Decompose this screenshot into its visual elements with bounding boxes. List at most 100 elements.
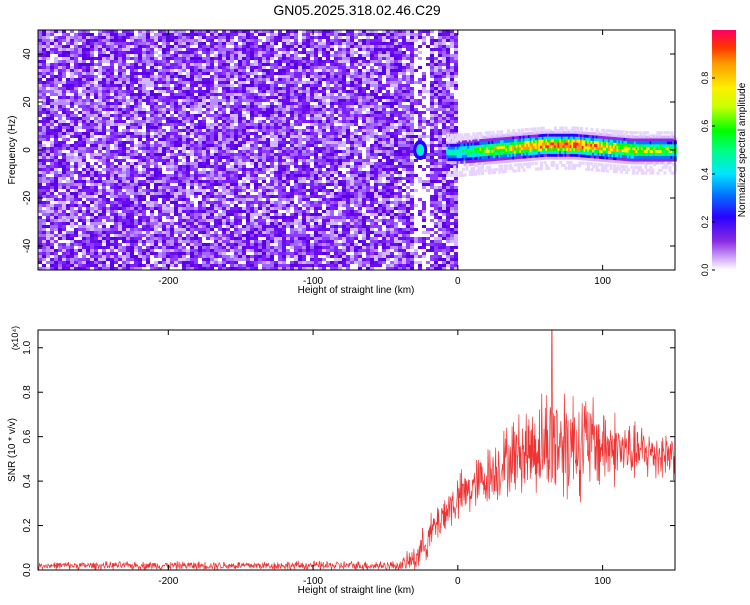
spectrogram-cell	[178, 252, 182, 255]
spectrogram-cell	[146, 258, 150, 261]
spectrogram-cell	[38, 237, 42, 240]
spectrogram-cell	[138, 135, 142, 138]
spectrogram-cell	[306, 252, 310, 255]
spectrogram-cell	[158, 210, 162, 213]
spectrogram-cell	[230, 192, 234, 195]
spectrogram-cell	[294, 192, 298, 195]
spectrogram-cell	[38, 93, 42, 96]
spectrogram-cell	[318, 138, 322, 141]
spectrogram-cell	[230, 246, 234, 249]
spectrogram-cell	[46, 180, 50, 183]
spectrogram-cell	[150, 102, 154, 105]
spectrogram-cell	[186, 138, 190, 141]
spectrogram-cell	[310, 267, 314, 270]
spectrogram-cell	[186, 144, 190, 147]
spectrogram-cell	[294, 243, 298, 246]
spectrogram-cell	[74, 162, 78, 165]
spectrogram-cell	[298, 243, 302, 246]
spectrogram-cell	[258, 48, 262, 51]
spectrogram-cell	[222, 195, 226, 198]
spectrogram-cell	[310, 93, 314, 96]
spectrogram-cell	[226, 60, 230, 63]
spectrogram-cell	[174, 195, 178, 198]
spectrogram-cell	[122, 84, 126, 87]
spectrogram-cell	[114, 102, 118, 105]
spectrogram-cell	[230, 225, 234, 228]
spectrogram-cell	[186, 195, 190, 198]
spectrogram-cell	[50, 93, 54, 96]
spectrogram-cell	[138, 120, 142, 123]
spectrogram-cell	[38, 204, 42, 207]
spectrogram-cell	[298, 240, 302, 243]
spectrogram-cell	[134, 165, 138, 168]
spectrogram-cell	[238, 51, 242, 54]
spectrogram-cell	[250, 243, 254, 246]
spectrogram-cell	[62, 153, 66, 156]
spectrogram-cell	[86, 120, 90, 123]
spectrogram-cell	[94, 222, 98, 225]
spectrogram-cell	[50, 51, 54, 54]
spectrogram-cell	[310, 219, 314, 222]
spectrogram-cell	[270, 96, 274, 99]
spectrogram-cell	[142, 78, 146, 81]
spectrogram-cell	[46, 195, 50, 198]
spectrogram-cell	[318, 207, 322, 210]
spectrogram-cell	[66, 51, 70, 54]
spectrogram-cell	[126, 87, 130, 90]
spectrogram-cell	[90, 183, 94, 186]
spectrogram-cell	[102, 99, 106, 102]
spectrogram-cell	[254, 162, 258, 165]
spectrogram-cell	[246, 261, 250, 264]
spectrogram-cell	[110, 30, 114, 33]
spectrogram-cell	[82, 189, 86, 192]
spectrogram-cell	[58, 162, 62, 165]
spectrogram-cell	[198, 159, 202, 162]
spectrogram-cell	[126, 186, 130, 189]
spectrogram-cell	[314, 144, 318, 147]
spectrogram-cell	[282, 33, 286, 36]
spectrogram-cell	[126, 147, 130, 150]
spectrogram-cell	[146, 93, 150, 96]
spectrogram-cell	[262, 84, 266, 87]
spectrogram-cell	[246, 177, 250, 180]
spectrogram-cell	[294, 183, 298, 186]
spectrogram-cell	[194, 63, 198, 66]
spectrogram-cell	[162, 141, 166, 144]
spectrogram-cell	[266, 141, 270, 144]
spectrogram-cell	[42, 165, 46, 168]
spectrogram-cell	[186, 117, 190, 120]
spectrogram-cell	[142, 81, 146, 84]
spectrogram-cell	[210, 117, 214, 120]
spectrogram-cell	[318, 198, 322, 201]
spectrogram-cell	[138, 60, 142, 63]
spectrogram-cell	[214, 111, 218, 114]
spectrogram-cell	[222, 183, 226, 186]
spectrogram-cell	[174, 249, 178, 252]
spectrogram-cell	[110, 258, 114, 261]
spectrogram-cell	[42, 255, 46, 258]
spectrogram-cell	[314, 243, 318, 246]
spectrogram-cell	[150, 120, 154, 123]
spectrogram-cell	[58, 129, 62, 132]
spectrogram-cell	[298, 108, 302, 111]
spectrogram-cell	[158, 204, 162, 207]
spectrogram-cell	[242, 81, 246, 84]
spectrogram-cell	[290, 237, 294, 240]
spectrogram-cell	[298, 210, 302, 213]
spectrogram-cell	[106, 234, 110, 237]
spectrogram-cell	[86, 264, 90, 267]
spectrogram-cell	[66, 81, 70, 84]
spectrogram-cell	[154, 60, 158, 63]
spectrogram-cell	[82, 141, 86, 144]
spectrogram-cell	[222, 84, 226, 87]
spectrogram-cell	[130, 138, 134, 141]
spectrogram-cell	[250, 84, 254, 87]
spectrogram-cell	[118, 198, 122, 201]
spectrogram-cell	[238, 222, 242, 225]
spectrogram-cell	[178, 78, 182, 81]
spectrogram-cell	[218, 177, 222, 180]
spectrogram-cell	[54, 153, 58, 156]
spectrogram-cell	[182, 108, 186, 111]
spectrogram-cell	[194, 168, 198, 171]
spectrogram-cell	[190, 207, 194, 210]
